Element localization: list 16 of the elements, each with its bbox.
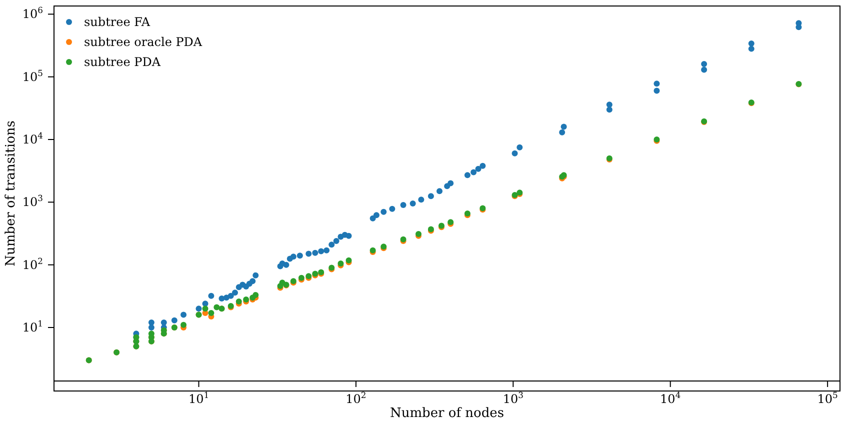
y-axis-title: Number of transitions xyxy=(4,120,19,266)
y-tick-label: 10$^{6}$ xyxy=(22,5,43,22)
x-axis-title: Number of nodes xyxy=(390,406,504,421)
x-tick-label: 10$^{3}$ xyxy=(502,390,524,406)
legend-label: subtree FA xyxy=(84,14,150,31)
y-tick-label: 10$^{5}$ xyxy=(22,68,43,84)
x-tick-label: 10$^{4}$ xyxy=(660,390,681,406)
legend-label: subtree oracle PDA xyxy=(84,34,202,51)
y-tick-label: 10$^{4}$ xyxy=(22,130,43,146)
y-tick-label: 10$^{3}$ xyxy=(22,193,43,210)
legend-label: subtree PDA xyxy=(84,54,161,71)
y-tick-label: 10$^{1}$ xyxy=(22,318,43,334)
y-tick-label: 10$^{2}$ xyxy=(22,256,43,272)
x-tick-label: 10$^{5}$ xyxy=(817,390,838,406)
x-tick-label: 10$^{2}$ xyxy=(346,390,366,406)
x-tick-label: 10$^{1}$ xyxy=(188,390,210,406)
